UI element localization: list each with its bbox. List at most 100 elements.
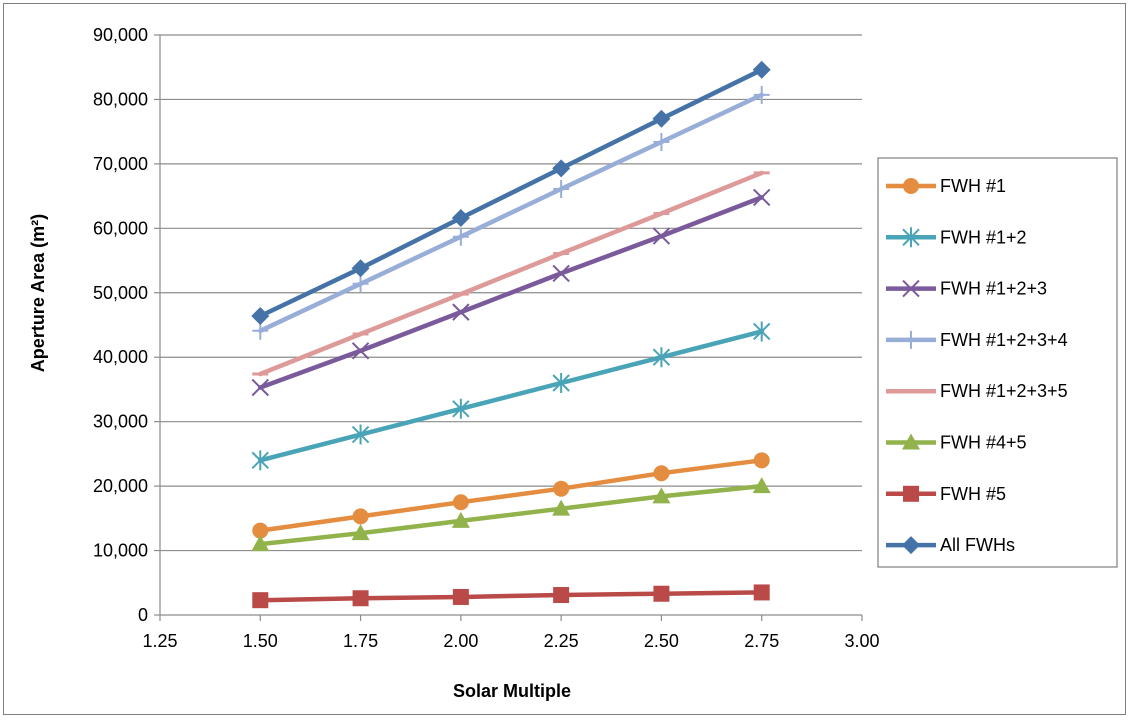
data-point — [753, 452, 770, 469]
y-tick-label: 90,000 — [93, 25, 148, 45]
y-tick-label: 60,000 — [93, 218, 148, 238]
series-line — [258, 590, 764, 603]
legend-item: All FWHs — [886, 535, 1015, 555]
data-point — [351, 424, 370, 445]
data-point — [753, 584, 770, 601]
legend-label: FWH #1+2+3 — [940, 279, 1047, 299]
legend-label: FWH #4+5 — [940, 433, 1027, 453]
data-point — [652, 109, 671, 128]
legend-item: FWH #1+2 — [886, 227, 1027, 247]
legend-swatch-marker — [902, 536, 920, 555]
series-6 — [251, 477, 771, 552]
data-point — [451, 209, 470, 228]
data-point — [752, 477, 771, 494]
legend-item: FWH #4+5 — [886, 433, 1027, 453]
data-point — [652, 347, 671, 368]
legend-item: FWH #1+2+3+4 — [886, 330, 1068, 350]
series-8 — [251, 60, 771, 325]
series-line — [258, 92, 764, 334]
legend-item: FWH #1 — [886, 176, 1006, 196]
legend-swatch-marker — [902, 227, 920, 248]
data-point — [352, 508, 369, 525]
data-point — [452, 398, 470, 419]
series-line — [258, 170, 764, 377]
y-tick-label: 10,000 — [93, 541, 148, 561]
data-point — [452, 494, 469, 511]
legend: FWH #1 FWH #1+2 FWH #1+2+3 FWH #1+2+3+4 FWH … — [877, 157, 1118, 568]
x-tick-label: 2.00 — [443, 631, 478, 651]
series-4 — [252, 85, 770, 340]
x-tick-label: 2.50 — [644, 631, 679, 651]
grid-lines — [160, 34, 862, 552]
data-point — [753, 85, 770, 104]
data-point — [352, 274, 369, 293]
legend-item: FWH #5 — [886, 484, 1006, 504]
series-line — [258, 329, 764, 463]
y-tick-label: 50,000 — [93, 283, 148, 303]
data-point — [351, 259, 370, 278]
data-point — [251, 450, 269, 471]
x-tick-label: 1.25 — [142, 631, 177, 651]
x-tick-label: 1.50 — [243, 631, 278, 651]
axes — [154, 34, 863, 621]
x-tick-label: 3.00 — [844, 631, 879, 651]
data-point — [553, 587, 570, 604]
data-point — [352, 590, 369, 607]
data-point — [552, 373, 570, 393]
y-axis-title: Aperture Area (m²) — [28, 214, 48, 372]
data-point — [251, 378, 269, 397]
data-point — [653, 465, 670, 482]
legend-label: FWH #1+2 — [940, 227, 1027, 247]
data-point — [652, 487, 671, 504]
series-1 — [252, 452, 770, 539]
y-tick-labels: 0 10,000 20,000 30,000 40,000 50,000 60,000 70,… — [93, 25, 148, 625]
series-line — [258, 195, 764, 390]
series-3 — [251, 188, 771, 397]
legend-label: FWH #1 — [940, 176, 1006, 196]
legend-swatch-marker — [903, 485, 919, 502]
data-point — [752, 60, 771, 79]
series-line — [258, 483, 764, 547]
x-tick-labels: 1.25 1.50 1.75 2.00 2.25 2.50 2.75 3.00 — [142, 631, 879, 651]
legend-item: FWH #1+2+3+5 — [886, 381, 1068, 401]
data-point — [452, 588, 469, 605]
data-point — [553, 480, 570, 497]
legend-box — [877, 157, 1118, 568]
y-tick-label: 70,000 — [93, 154, 148, 174]
data-point — [552, 159, 571, 178]
data-point — [451, 511, 470, 528]
legend-item: FWH #1+2+3 — [886, 279, 1047, 299]
data-point — [552, 499, 571, 516]
series-7 — [252, 584, 770, 609]
series-5 — [252, 170, 770, 377]
legend-label: FWH #1+2+3+4 — [940, 330, 1068, 350]
x-tick-label: 1.75 — [343, 631, 378, 651]
series-line — [258, 458, 764, 533]
legend-label: FWH #5 — [940, 484, 1006, 504]
x-tick-label: 2.75 — [744, 631, 779, 651]
series-line — [258, 67, 764, 319]
data-point — [653, 132, 670, 151]
data-point — [653, 585, 670, 602]
data-point — [452, 303, 470, 321]
legend-label: All FWHs — [940, 535, 1015, 555]
y-tick-label: 40,000 — [93, 347, 148, 367]
x-tick-label: 2.25 — [544, 631, 579, 651]
x-axis-title: Solar Multiple — [453, 681, 571, 701]
data-point — [252, 522, 269, 539]
legend-swatch-marker — [902, 279, 920, 298]
data-point — [251, 535, 270, 552]
y-tick-label: 20,000 — [93, 476, 148, 496]
y-tick-label: 80,000 — [93, 89, 148, 109]
legend-label: FWH #1+2+3+5 — [940, 381, 1068, 401]
legend-swatch-marker — [903, 330, 919, 349]
data-point — [753, 188, 771, 207]
data-point — [351, 342, 370, 360]
data-point — [452, 227, 469, 246]
data-point — [252, 592, 269, 609]
series-group — [251, 60, 771, 609]
data-point — [652, 227, 671, 245]
y-tick-label: 0 — [138, 605, 148, 625]
legend-swatch-marker — [903, 178, 919, 194]
